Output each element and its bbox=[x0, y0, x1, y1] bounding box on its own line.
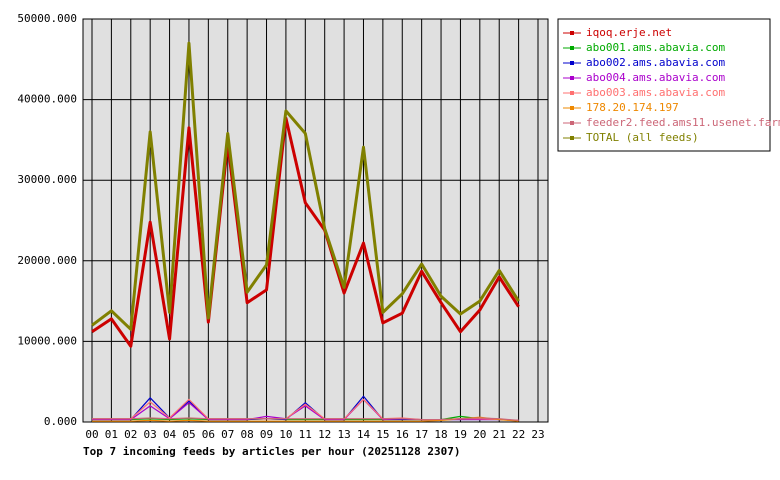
x-tick-label: 00 bbox=[85, 428, 98, 441]
y-tick-label: 30000.000 bbox=[17, 173, 77, 186]
legend-marker bbox=[570, 121, 574, 125]
x-tick-label: 05 bbox=[182, 428, 195, 441]
x-tick-label: 03 bbox=[144, 428, 157, 441]
x-tick-label: 09 bbox=[260, 428, 273, 441]
y-tick-label: 0.000 bbox=[44, 415, 77, 428]
y-tick-label: 10000.000 bbox=[17, 334, 77, 347]
chart-title: Top 7 incoming feeds by articles per hou… bbox=[83, 445, 461, 458]
x-tick-label: 22 bbox=[512, 428, 525, 441]
x-tick-label: 04 bbox=[163, 428, 177, 441]
y-tick-label: 40000.000 bbox=[17, 93, 77, 106]
legend-label: feeder2.feed.ams11.usenet.farm bbox=[586, 116, 780, 129]
legend-box bbox=[557, 18, 771, 152]
legend-marker bbox=[570, 31, 574, 35]
series-line bbox=[92, 415, 519, 421]
y-tick-label: 20000.000 bbox=[17, 254, 77, 267]
legend-marker bbox=[570, 61, 574, 65]
x-tick-label: 18 bbox=[434, 428, 447, 441]
legend-label: abo001.ams.abavia.com bbox=[586, 41, 725, 54]
x-tick-label: 15 bbox=[376, 428, 389, 441]
x-tick-label: 01 bbox=[105, 428, 118, 441]
x-tick-label: 08 bbox=[241, 428, 254, 441]
y-tick-label: 50000.000 bbox=[17, 12, 77, 25]
x-tick-label: 07 bbox=[221, 428, 234, 441]
legend-label: 178.20.174.197 bbox=[586, 101, 679, 114]
x-tick-label: 02 bbox=[124, 428, 137, 441]
legend-label: abo004.ams.abavia.com bbox=[586, 71, 725, 84]
x-tick-label: 13 bbox=[337, 428, 350, 441]
legend-marker bbox=[570, 46, 574, 50]
legend-marker bbox=[570, 76, 574, 80]
x-tick-label: 17 bbox=[415, 428, 428, 441]
series-line bbox=[91, 116, 520, 348]
x-tick-label: 10 bbox=[279, 428, 292, 441]
legend-marker bbox=[570, 136, 574, 140]
x-tick-label: 06 bbox=[202, 428, 215, 441]
x-tick-label: 11 bbox=[299, 428, 312, 441]
x-tick-label: 23 bbox=[531, 428, 544, 441]
series-line bbox=[92, 417, 519, 421]
legend-marker bbox=[570, 91, 574, 95]
x-tick-label: 16 bbox=[396, 428, 409, 441]
legend-label: TOTAL (all feeds) bbox=[586, 131, 699, 144]
x-tick-label: 20 bbox=[473, 428, 486, 441]
series-line bbox=[91, 41, 520, 331]
plot-area bbox=[82, 18, 549, 423]
x-tick-label: 19 bbox=[454, 428, 467, 441]
legend-marker bbox=[570, 106, 574, 110]
legend-label: abo003.ams.abavia.com bbox=[586, 86, 725, 99]
x-tick-label: 12 bbox=[318, 428, 331, 441]
legend-label: iqoq.erje.net bbox=[586, 26, 672, 39]
legend-label: abo002.ams.abavia.com bbox=[586, 56, 725, 69]
x-tick-label: 21 bbox=[493, 428, 506, 441]
x-tick-label: 14 bbox=[357, 428, 371, 441]
